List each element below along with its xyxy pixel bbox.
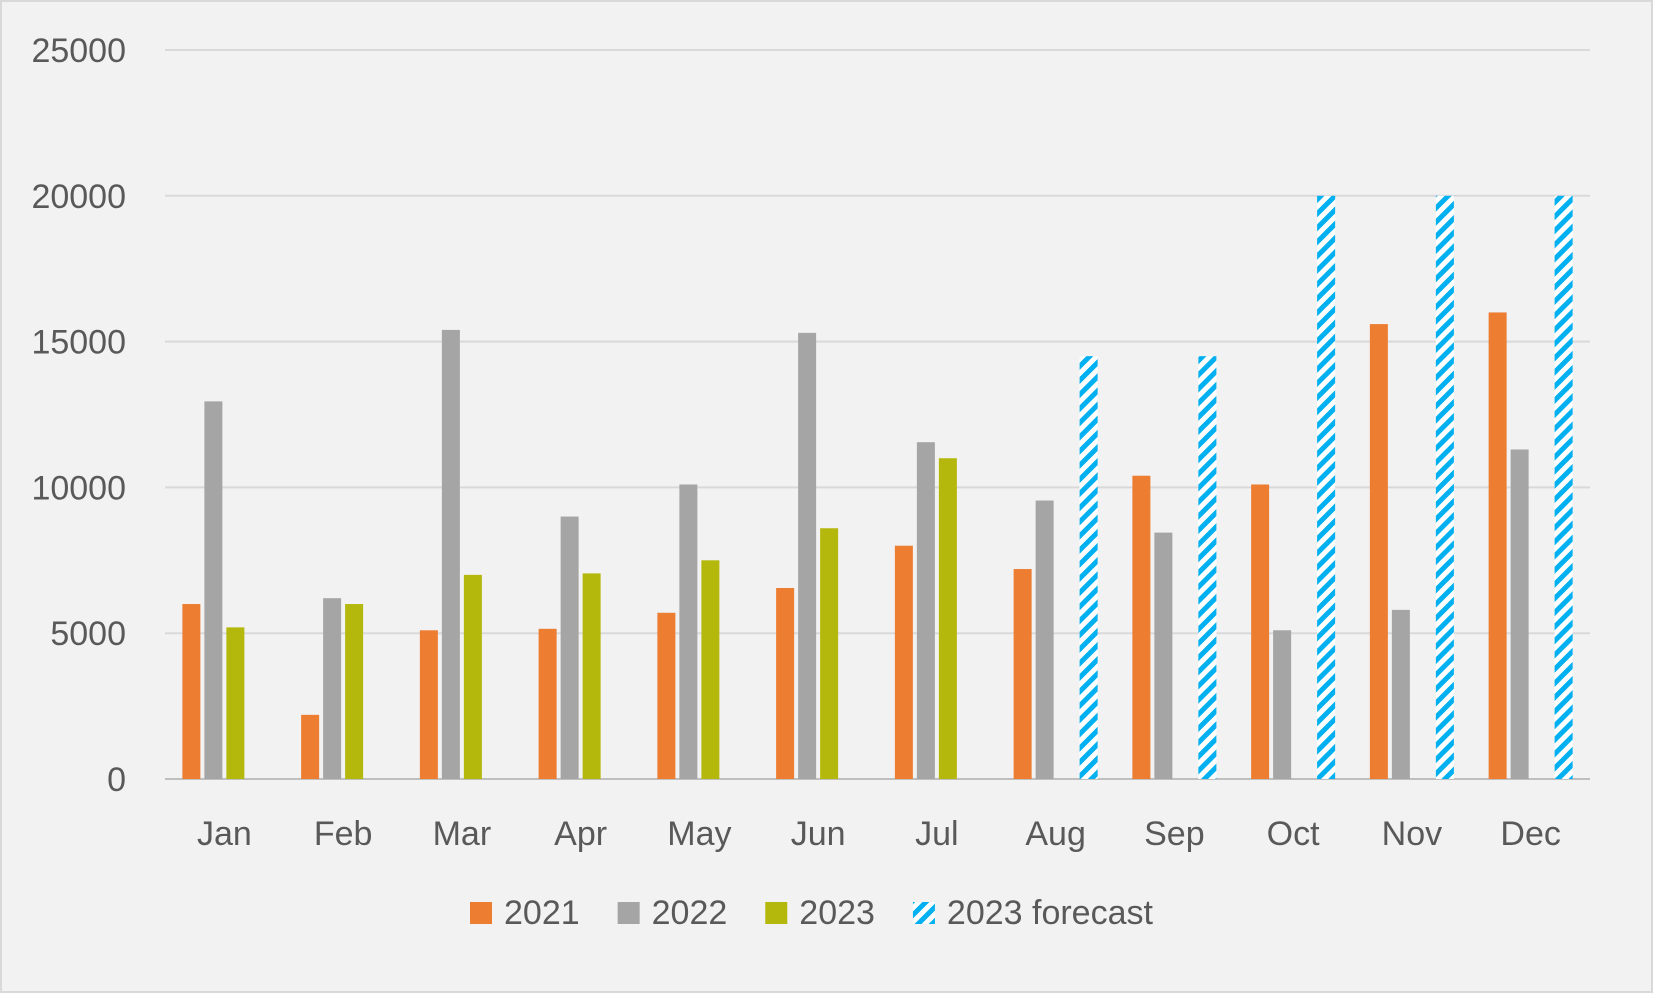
bar-2023-forecast-Oct xyxy=(1317,195,1336,780)
legend-swatch-2023-forecast xyxy=(912,902,935,924)
y-axis-ticks: 0 5000 10000 15000 20000 25000 xyxy=(31,32,126,799)
legend-label: 2023 xyxy=(799,894,875,932)
bar-2022-Oct xyxy=(1273,630,1292,779)
y-tick-label: 0 xyxy=(107,761,126,799)
bar-2022-Mar xyxy=(441,329,460,779)
bar-2023-Apr xyxy=(582,573,601,779)
bar-2023-Jun xyxy=(820,528,839,779)
x-tick-label: Sep xyxy=(1144,815,1205,853)
gridlines xyxy=(165,49,1590,780)
bar-2022-Nov xyxy=(1391,609,1410,779)
bar-2023-forecast-Aug xyxy=(1079,356,1098,779)
bar-2021-Apr xyxy=(538,628,557,779)
bar-2021-Aug xyxy=(1013,569,1032,779)
x-tick-label: Mar xyxy=(433,815,492,853)
x-tick-label: Apr xyxy=(554,815,607,853)
legend-swatch-2021 xyxy=(470,902,492,924)
bar-2021-Mar xyxy=(419,630,438,779)
legend-label: 2023 forecast xyxy=(947,894,1154,932)
x-tick-label: Aug xyxy=(1025,815,1086,853)
bar-2021-Nov xyxy=(1369,324,1388,779)
bar-2022-Jul xyxy=(916,442,935,779)
bar-2022-Jan xyxy=(204,401,223,779)
bar-2023-Feb xyxy=(345,604,364,779)
x-tick-label: Feb xyxy=(314,815,373,853)
bar-2021-Jan xyxy=(182,604,201,779)
x-tick-label: Dec xyxy=(1500,815,1560,853)
legend-label: 2022 xyxy=(652,894,728,932)
y-tick-label: 5000 xyxy=(50,615,126,653)
x-tick-label: Jul xyxy=(915,815,958,853)
bar-2021-May xyxy=(657,612,676,779)
legend-swatch-2022 xyxy=(617,902,640,924)
bar-2022-Sep xyxy=(1154,532,1173,779)
x-tick-label: Jan xyxy=(197,815,252,853)
bar-2022-Jun xyxy=(798,332,817,779)
bar-2023-Jul xyxy=(938,458,957,779)
y-tick-label: 25000 xyxy=(31,32,126,70)
legend-swatch-2023 xyxy=(765,902,788,924)
bar-2021-Dec xyxy=(1488,312,1507,779)
bar-2023-Jan xyxy=(226,627,245,779)
x-tick-label: May xyxy=(667,815,731,853)
bar-2021-Jun xyxy=(776,588,795,779)
bars xyxy=(182,195,1573,780)
bar-2021-Sep xyxy=(1132,475,1151,779)
y-tick-label: 10000 xyxy=(31,469,126,507)
bar-2022-Apr xyxy=(560,516,579,779)
y-tick-label: 15000 xyxy=(31,324,126,362)
bar-2023-Mar xyxy=(463,574,482,779)
y-tick-label: 20000 xyxy=(31,178,126,216)
legend: 2021 2022 2023 2023 forecast xyxy=(470,894,1154,932)
bar-2022-May xyxy=(679,484,698,779)
x-tick-label: Nov xyxy=(1382,815,1442,853)
legend-label: 2021 xyxy=(504,894,580,932)
bar-2023-forecast-Dec xyxy=(1554,195,1573,780)
bar-2023-May xyxy=(701,560,720,779)
bar-2022-Aug xyxy=(1035,500,1054,779)
x-tick-label: Oct xyxy=(1267,815,1320,853)
bar-2023-forecast-Nov xyxy=(1435,195,1454,780)
bar-2021-Feb xyxy=(301,714,320,779)
bar-2023-forecast-Sep xyxy=(1198,356,1217,779)
bar-2022-Dec xyxy=(1510,449,1529,779)
bar-2021-Jul xyxy=(894,545,913,779)
bar-2021-Oct xyxy=(1251,484,1270,779)
x-tick-label: Jun xyxy=(791,815,846,853)
x-axis-ticks: Jan Feb Mar Apr May Jun Jul Aug Sep Oct Nov Dec xyxy=(197,815,1561,853)
bar-2022-Feb xyxy=(323,598,342,779)
